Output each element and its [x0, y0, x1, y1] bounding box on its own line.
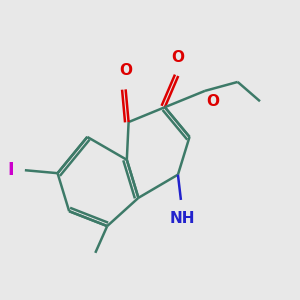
Text: O: O — [119, 63, 132, 78]
Text: NH: NH — [169, 211, 195, 226]
Text: O: O — [172, 50, 185, 65]
Text: O: O — [206, 94, 220, 109]
Text: I: I — [8, 161, 14, 179]
